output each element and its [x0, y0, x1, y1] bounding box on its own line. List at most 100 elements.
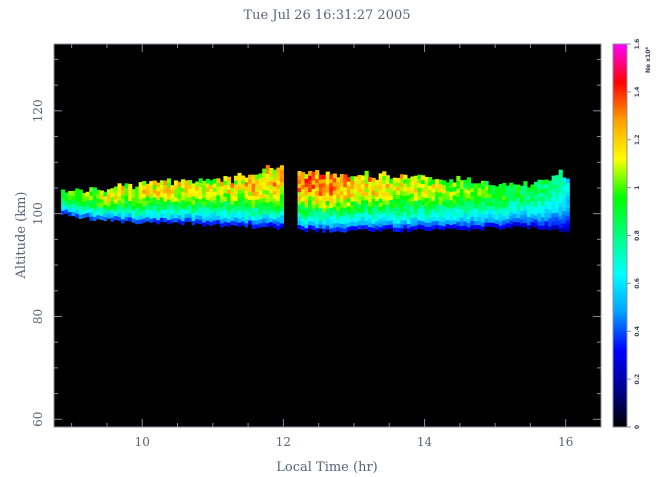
heat-cell	[311, 180, 316, 185]
heat-cell	[403, 174, 408, 180]
heat-cell	[396, 177, 401, 183]
heat-cell	[272, 173, 277, 179]
heat-cell	[339, 190, 344, 196]
heat-cell	[438, 212, 443, 218]
heat-cell	[530, 217, 535, 223]
heat-cell	[332, 227, 337, 232]
heat-cell	[403, 207, 408, 213]
heat-cell	[311, 192, 316, 198]
heat-cell	[318, 187, 323, 192]
heat-cell	[191, 216, 196, 222]
heat-cell	[269, 217, 274, 223]
heat-cell	[145, 183, 150, 189]
heat-cell	[463, 212, 468, 218]
heat-cell	[392, 218, 397, 224]
heat-cell	[417, 191, 422, 196]
heat-cell	[456, 192, 461, 198]
heat-cell	[332, 218, 337, 224]
heat-cell	[442, 209, 447, 214]
heat-cell	[488, 193, 493, 198]
heat-cell	[159, 217, 164, 223]
heat-cell	[170, 218, 175, 223]
heat-cell	[124, 195, 129, 201]
heat-cell	[269, 213, 274, 218]
heat-cell	[456, 180, 461, 185]
heat-cell	[463, 179, 468, 185]
heat-cell	[498, 184, 503, 189]
heat-cell	[385, 220, 390, 226]
heat-cell	[103, 191, 108, 197]
heat-cell	[403, 211, 408, 217]
heat-cell	[279, 218, 284, 224]
heat-cell	[435, 207, 440, 213]
heat-cell	[498, 229, 503, 234]
heat-cell	[445, 194, 450, 200]
heat-cell	[424, 205, 429, 211]
heat-cell	[368, 197, 373, 203]
heat-cell	[181, 183, 186, 189]
heat-cell	[152, 196, 157, 202]
heat-cell	[516, 196, 521, 202]
heat-cell	[262, 205, 267, 211]
heat-cell	[364, 187, 369, 193]
heat-cell	[195, 185, 200, 191]
heat-cell	[364, 174, 369, 180]
heat-cell	[265, 202, 270, 207]
heat-cell	[438, 204, 443, 209]
axis-ticks	[54, 44, 602, 427]
heat-cell	[92, 203, 97, 209]
heat-cell	[311, 217, 316, 222]
heat-cell	[269, 176, 274, 181]
heat-cell	[562, 218, 567, 224]
heat-cell	[145, 208, 150, 214]
heat-cell	[399, 174, 404, 179]
heat-cell	[438, 183, 443, 189]
heat-cell	[219, 193, 224, 199]
heat-cell	[523, 222, 528, 227]
heat-cell	[551, 175, 556, 181]
heat-cell	[181, 220, 186, 226]
heat-cell	[301, 209, 306, 214]
heat-cell	[258, 218, 263, 224]
heat-cell	[477, 195, 482, 201]
heat-cell	[325, 192, 330, 197]
heat-cell	[555, 208, 560, 213]
heat-cell	[428, 214, 433, 219]
heat-cell	[477, 191, 482, 197]
heat-cell	[68, 211, 73, 217]
heat-cell	[121, 214, 126, 220]
heat-cell	[452, 211, 457, 216]
heat-cell	[318, 228, 323, 233]
heat-cell	[244, 202, 249, 207]
heat-cell	[512, 213, 517, 218]
heat-cell	[375, 208, 380, 214]
heat-cell	[255, 203, 260, 209]
heat-cell	[438, 228, 443, 234]
heat-cell	[541, 216, 546, 222]
heat-cell	[318, 215, 323, 221]
heat-cell	[558, 182, 563, 187]
heat-cell	[357, 211, 362, 217]
heat-cell	[424, 226, 429, 231]
heat-cell	[502, 207, 507, 213]
heat-cell	[551, 187, 556, 193]
heat-cell	[131, 221, 136, 227]
heat-cell	[357, 207, 362, 213]
heat-cell	[339, 198, 344, 204]
heat-cell	[421, 228, 426, 234]
heat-cell	[248, 195, 253, 200]
heat-cell	[131, 193, 136, 198]
heat-cell	[399, 227, 404, 233]
heat-cell	[459, 196, 464, 202]
heat-cell	[145, 216, 150, 222]
heat-cell	[265, 210, 270, 216]
heat-cell	[89, 207, 94, 213]
heat-cell	[209, 217, 214, 222]
heat-cell	[417, 207, 422, 213]
heat-cell	[219, 218, 224, 224]
heat-cell	[438, 208, 443, 214]
heat-cell	[385, 228, 390, 234]
heat-cell	[410, 180, 415, 186]
heat-cell	[544, 179, 549, 185]
heat-cell	[304, 231, 309, 237]
